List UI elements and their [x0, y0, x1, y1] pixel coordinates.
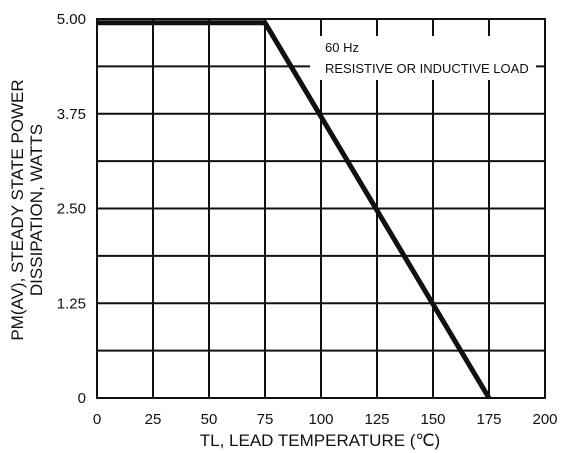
- data-point: [96, 22, 98, 24]
- y-axis-title-line-2: DISSIPATION, WATTS: [27, 124, 46, 296]
- x-tick-label: 200: [532, 411, 557, 428]
- plot-frame: [96, 18, 546, 399]
- y-axis-title-line-1: PM(AV), STEADY STATE POWER: [8, 79, 27, 340]
- annotation-background: [310, 36, 536, 80]
- grid: [96, 18, 546, 399]
- y-tick-labels: 0 1.25 2.50 3.75 5.00: [57, 11, 86, 407]
- x-tick-labels: 0 25 50 75 100 125 150 175 200: [93, 411, 558, 428]
- x-tick-label: 50: [201, 411, 218, 428]
- y-tick-label: 5.00: [57, 11, 86, 28]
- x-tick-label: 100: [308, 411, 333, 428]
- annotation-load: RESISTIVE OR INDUCTIVE LOAD: [325, 61, 529, 76]
- x-tick-label: 0: [93, 411, 101, 428]
- x-tick-label: 125: [364, 411, 389, 428]
- annotation-box: 60 Hz RESISTIVE OR INDUCTIVE LOAD: [310, 36, 536, 80]
- y-tick-label: 1.25: [57, 295, 86, 312]
- data-point: [264, 22, 266, 24]
- x-tick-label: 75: [257, 411, 274, 428]
- data-point: [488, 397, 490, 399]
- x-tick-label: 25: [145, 411, 162, 428]
- series: [96, 20, 492, 400]
- x-tick-label: 150: [420, 411, 445, 428]
- y-tick-label: 3.75: [57, 106, 86, 123]
- x-axis-title: TL, LEAD TEMPERATURE (℃): [200, 431, 440, 450]
- y-tick-label: 2.50: [57, 201, 86, 218]
- y-tick-label: 0: [78, 390, 86, 407]
- annotation-frequency: 60 Hz: [325, 40, 359, 55]
- x-tick-label: 175: [476, 411, 501, 428]
